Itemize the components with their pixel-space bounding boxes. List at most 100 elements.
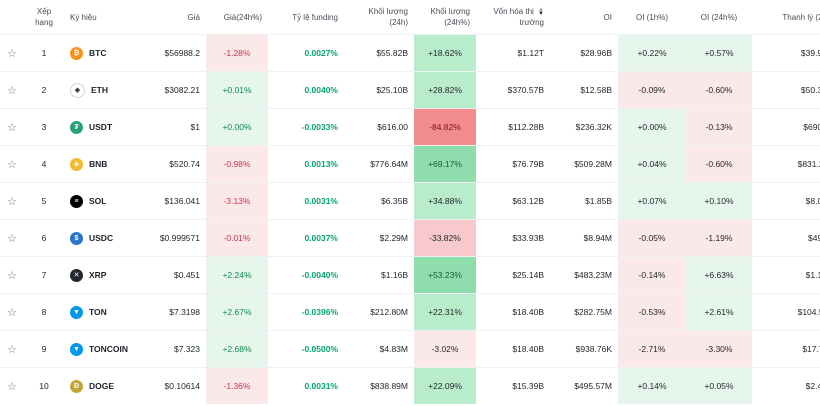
symbol-cell[interactable]: ≡ SOL xyxy=(64,182,140,220)
funding-cell: 0.0031% xyxy=(268,182,344,220)
symbol-header[interactable]: Ký hiệu xyxy=(70,12,97,22)
table-row[interactable]: ☆ 5 ≡ SOL $136.041 -3.13% 0.0031% $6.35B +34.88%… xyxy=(0,182,820,220)
star-icon[interactable]: ☆ xyxy=(7,158,17,171)
table-row[interactable]: ☆ 9 ▼ TONCOIN $7.323 +2.68% -0.0500% $4.83M -3.0… xyxy=(0,330,820,368)
oi24h-header[interactable]: OI (24h%) xyxy=(700,12,738,22)
rank-cell: 1 xyxy=(24,34,64,72)
change24-cell: -3.13% xyxy=(206,182,268,220)
symbol-cell[interactable]: $ USDC xyxy=(64,219,140,257)
volume-cell: $4.83M xyxy=(344,330,414,368)
rank-header[interactable]: Xếp hạng xyxy=(35,7,53,27)
favorite-cell[interactable]: ☆ xyxy=(0,108,24,146)
star-icon[interactable]: ☆ xyxy=(7,84,17,97)
oi24h-cell: +0.05% xyxy=(686,367,752,404)
favorite-cell[interactable]: ☆ xyxy=(0,34,24,72)
symbol-cell[interactable]: Ð DOGE xyxy=(64,367,140,404)
price-cell: $7.323 xyxy=(140,330,206,368)
table-row[interactable]: ☆ 6 $ USDC $0.999571 -0.01% 0.0037% $2.29M -33.8… xyxy=(0,219,820,257)
table-row[interactable]: ☆ 10 Ð DOGE $0.10614 -1.36% 0.0031% $838.89M +22… xyxy=(0,367,820,404)
oi1h-cell: -0.53% xyxy=(618,293,686,331)
table-body: ☆ 1 ₿ BTC $56988.2 -1.28% 0.0027% $55.82B +18.62… xyxy=(0,34,820,404)
rank-cell: 4 xyxy=(24,145,64,183)
symbol-cell[interactable]: ▼ TON xyxy=(64,293,140,331)
ton-icon: ▼ xyxy=(70,305,83,319)
oi24h-cell: -3.30% xyxy=(686,330,752,368)
funding-cell: 0.0040% xyxy=(268,71,344,109)
oi1h-cell: -2.71% xyxy=(618,330,686,368)
mcap-header[interactable]: Vốn hóa thị ▲ ▼ trường xyxy=(476,0,550,35)
sort-icon[interactable]: ▲ ▼ xyxy=(538,6,544,17)
volume-cell: $776.64M xyxy=(344,145,414,183)
oi24h-cell: -0.60% xyxy=(686,71,752,109)
favorite-cell[interactable]: ☆ xyxy=(0,219,24,257)
favorite-cell[interactable]: ☆ xyxy=(0,71,24,109)
mcap-cell: $370.57B xyxy=(476,71,550,109)
symbol-cell[interactable]: ✕ XRP xyxy=(64,256,140,294)
price-header[interactable]: Giá xyxy=(187,12,200,22)
funding-header[interactable]: Tỷ lệ funding xyxy=(292,12,338,22)
mcap-cell: $63.12B xyxy=(476,182,550,220)
usdc-icon: $ xyxy=(70,231,83,245)
funding-cell: -0.0033% xyxy=(268,108,344,146)
table-row[interactable]: ☆ 8 ▼ TON $7.3198 +2.67% -0.0396% $212.80M +22.3… xyxy=(0,293,820,331)
symbol-label: XRP xyxy=(89,270,107,280)
volume-cell: $616.00 xyxy=(344,108,414,146)
star-icon[interactable]: ☆ xyxy=(7,47,17,60)
rank-cell: 7 xyxy=(24,256,64,294)
star-icon[interactable]: ☆ xyxy=(7,269,17,282)
oi-cell: $28.96B xyxy=(550,34,618,72)
change24-cell: -1.36% xyxy=(206,367,268,404)
oi1h-cell: +0.00% xyxy=(618,108,686,146)
oi1h-cell: -0.05% xyxy=(618,219,686,257)
table-row[interactable]: ☆ 4 ◈ BNB $520.74 -0.98% 0.0013% $776.64M +69.17… xyxy=(0,145,820,183)
table-row[interactable]: ☆ 3 ₮ USDT $1 +0.00% -0.0033% $616.00 -84.82% $11… xyxy=(0,108,820,146)
volume-cell: $2.29M xyxy=(344,219,414,257)
star-icon[interactable]: ☆ xyxy=(7,121,17,134)
favorite-cell[interactable]: ☆ xyxy=(0,367,24,404)
favorite-cell[interactable]: ☆ xyxy=(0,330,24,368)
change24-cell: +2.68% xyxy=(206,330,268,368)
funding-cell: -0.0040% xyxy=(268,256,344,294)
favorite-cell[interactable]: ☆ xyxy=(0,145,24,183)
oi24h-cell: +0.10% xyxy=(686,182,752,220)
symbol-cell[interactable]: ◈ BNB xyxy=(64,145,140,183)
symbol-cell[interactable]: ₿ BTC xyxy=(64,34,140,72)
oi-header[interactable]: OI xyxy=(603,12,612,22)
favorite-cell[interactable]: ☆ xyxy=(0,182,24,220)
liq24-header[interactable]: Thanh lý (24h) xyxy=(782,12,820,22)
change24-cell: -0.01% xyxy=(206,219,268,257)
table-row[interactable]: ☆ 1 ₿ BTC $56988.2 -1.28% 0.0027% $55.82B +18.62… xyxy=(0,34,820,72)
symbol-label: TONCOIN xyxy=(89,344,129,354)
oi-cell: $509.28M xyxy=(550,145,618,183)
change24-header[interactable]: Giá(24h%) xyxy=(223,12,262,22)
symbol-cell[interactable]: ▼ TONCOIN xyxy=(64,330,140,368)
favorite-cell[interactable]: ☆ xyxy=(0,293,24,331)
symbol-label: BNB xyxy=(89,159,108,169)
liq-cell: $8.05M xyxy=(752,182,820,220)
star-icon[interactable]: ☆ xyxy=(7,195,17,208)
toncoin-icon: ▼ xyxy=(70,342,83,356)
symbol-label: ETH xyxy=(91,85,108,95)
volume24pct-header[interactable]: Khối lượng (24h%) xyxy=(430,7,470,27)
oi1h-cell: +0.04% xyxy=(618,145,686,183)
table-header-row: Xếp hạng Ký hiệu Giá Giá(24h%) Tỷ lệ fun… xyxy=(0,0,820,35)
table-row[interactable]: ☆ 2 ◆ ETH $3082.21 +0.01% 0.0040% $25.10B +28.82… xyxy=(0,71,820,109)
star-icon[interactable]: ☆ xyxy=(7,343,17,356)
doge-icon: Ð xyxy=(70,379,83,393)
oi-cell: $236.32K xyxy=(550,108,618,146)
volume-pct-cell: -33.82% xyxy=(414,219,476,257)
star-icon[interactable]: ☆ xyxy=(7,232,17,245)
oi24h-cell: +2.61% xyxy=(686,293,752,331)
star-icon[interactable]: ☆ xyxy=(7,380,17,393)
symbol-cell[interactable]: ₮ USDT xyxy=(64,108,140,146)
symbol-cell[interactable]: ◆ ETH xyxy=(64,71,140,109)
oi1h-header[interactable]: OI (1h%) xyxy=(635,12,668,22)
table-row[interactable]: ☆ 7 ✕ XRP $0.451 +2.24% -0.0040% $1.16B +53.23% $… xyxy=(0,256,820,294)
star-icon[interactable]: ☆ xyxy=(7,306,17,319)
volume-pct-cell: +53.23% xyxy=(414,256,476,294)
volume-pct-cell: +22.09% xyxy=(414,367,476,404)
symbol-label: USDT xyxy=(89,122,113,132)
volume24-header[interactable]: Khối lượng (24h) xyxy=(368,7,408,27)
favorite-cell[interactable]: ☆ xyxy=(0,256,24,294)
